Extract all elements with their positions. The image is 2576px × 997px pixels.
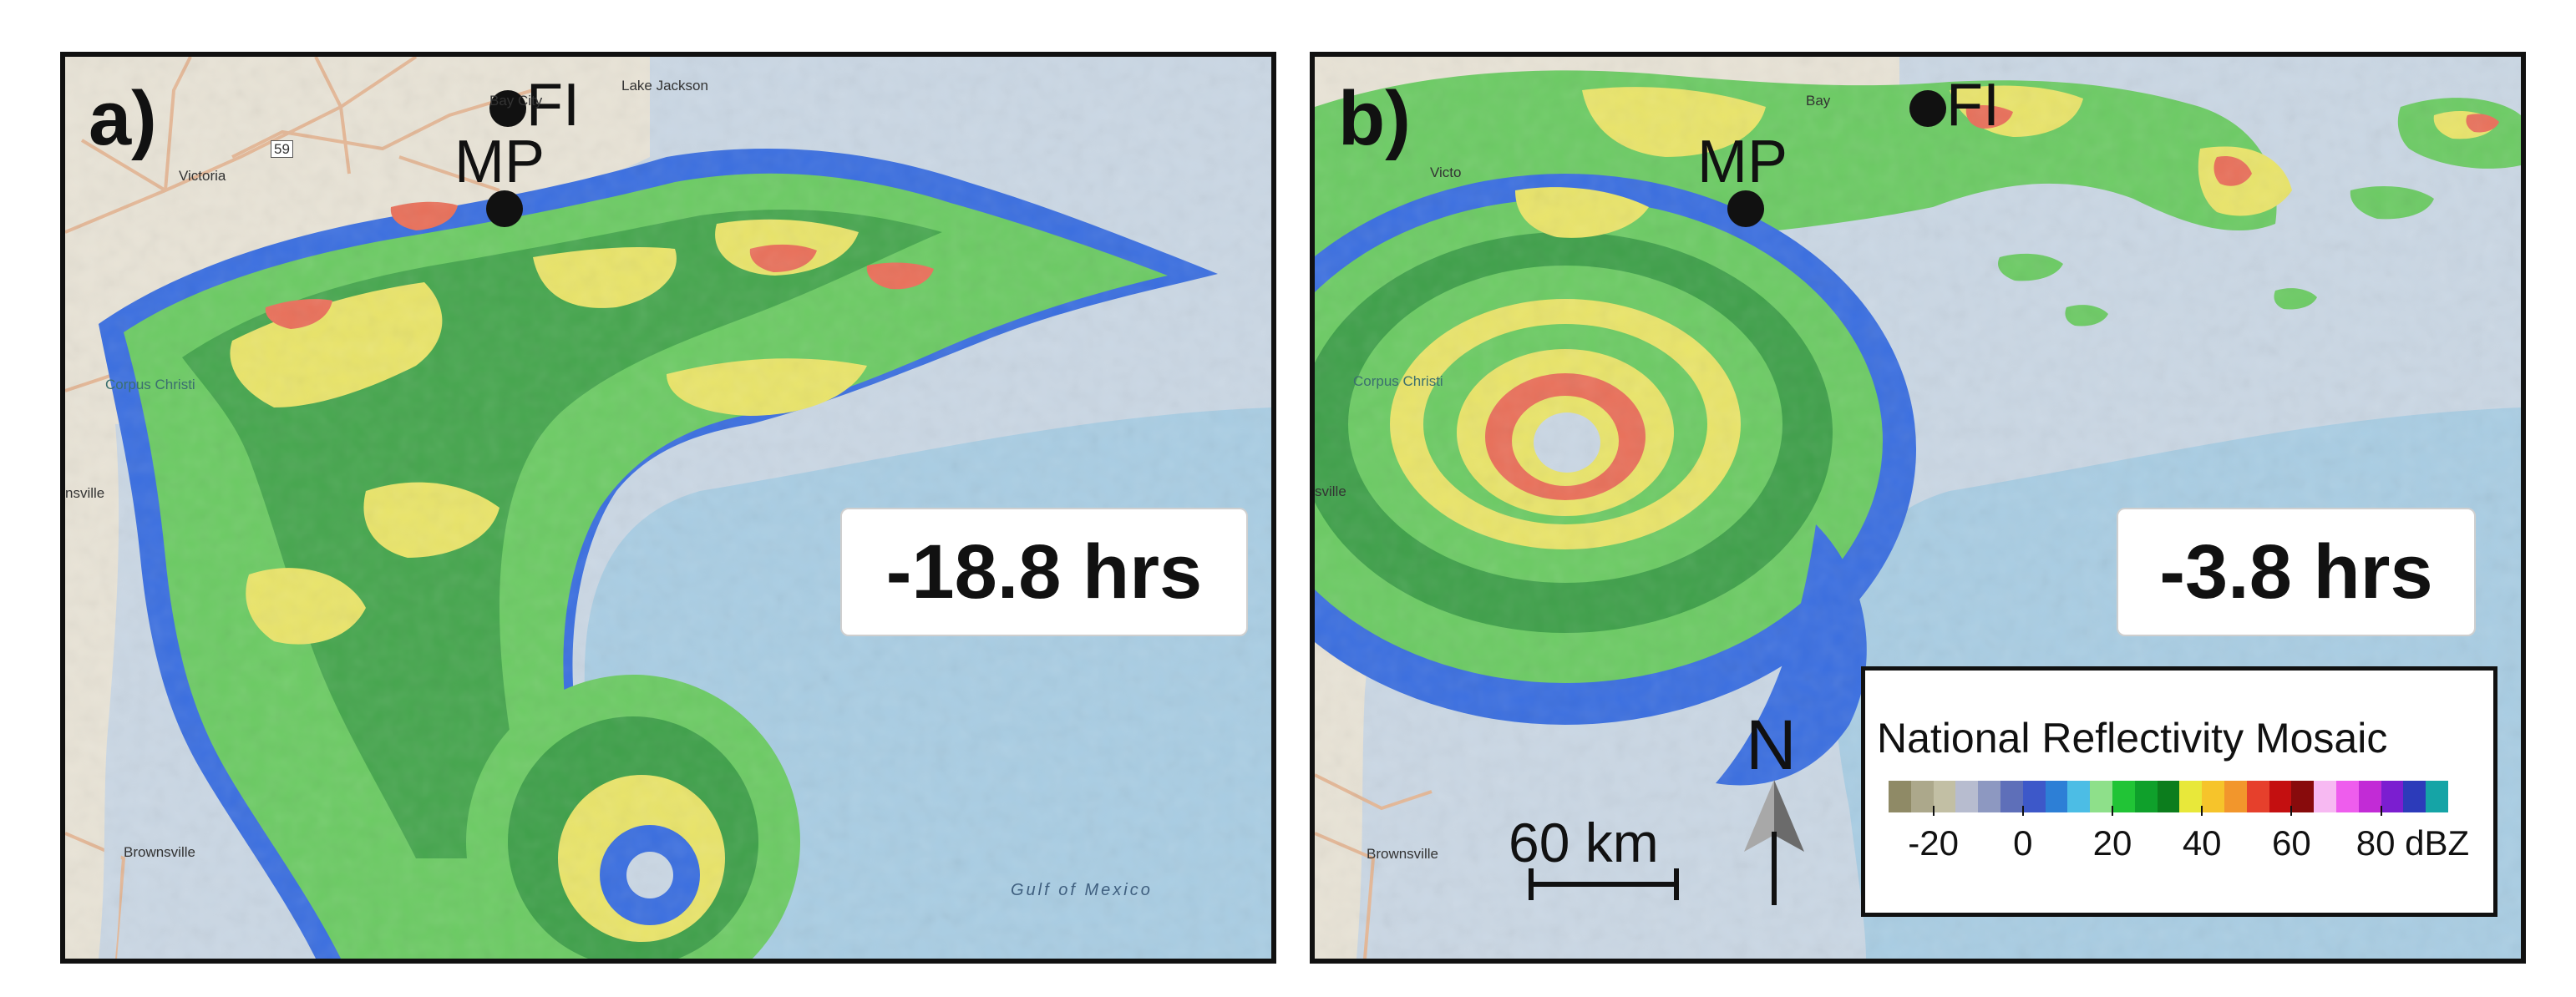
legend-color-swatch [2112, 781, 2135, 812]
water-label: Gulf of Mexico [1011, 881, 1153, 899]
legend-color-swatch [2134, 781, 2158, 812]
panel-label: b) [1338, 76, 1411, 161]
legend-title: National Reflectivity Mosaic [1877, 715, 2388, 762]
town-label: sville [1315, 483, 1346, 499]
site-marker-fi [489, 90, 526, 127]
legend-color-swatch [2335, 781, 2359, 812]
time-offset-label: -3.8 hrs [2159, 529, 2433, 615]
legend-color-swatch [2090, 781, 2112, 812]
legend-color-swatch [2269, 781, 2292, 812]
legend-color-swatch [2358, 781, 2381, 812]
legend-tick-mark [2112, 806, 2113, 816]
site-marker-mp [486, 190, 523, 227]
legend-tick-mark [2201, 806, 2203, 816]
legend-color-swatch [2000, 781, 2023, 812]
scale-bar-cap-left [1529, 868, 1534, 900]
site-marker-mp [1727, 190, 1764, 227]
legend-tick-label: -20 [1908, 823, 1959, 863]
north-label: N [1746, 706, 1797, 784]
town-label: Lake Jackson [621, 78, 708, 94]
radar-map-a [65, 57, 1271, 959]
town-label: Corpus Christi [1353, 373, 1443, 389]
scale-bar-label: 60 km [1509, 812, 1659, 873]
panel-label: a) [89, 76, 157, 161]
legend-color-swatch [2403, 781, 2426, 812]
legend-tick-label: 80 dBZ [2355, 823, 2470, 863]
town-label: Victo [1430, 164, 1462, 180]
legend-color-swatch [2179, 781, 2203, 812]
time-offset-label: -18.8 hrs [885, 529, 1203, 615]
site-label-fi: FI [526, 72, 580, 139]
radar-panel-b: b) FI MP Bay Victo Corpus Christi sville… [1310, 52, 2526, 964]
north-arrow-icon [1744, 780, 1804, 905]
time-offset-box: -3.8 hrs [2117, 508, 2476, 636]
legend-color-swatch [1933, 781, 1956, 812]
legend-color-swatch [2224, 781, 2247, 812]
legend-tick-label: 60 [2272, 823, 2311, 863]
legend-color-swatch [1889, 781, 1911, 812]
town-label: Brownsville [124, 844, 195, 860]
town-label: nsville [65, 485, 105, 501]
legend-color-swatch [2314, 781, 2336, 812]
legend-color-swatch [1978, 781, 2000, 812]
radar-panel-a: a) FI MP Bay City Lake Jackson Victoria … [60, 52, 1276, 964]
scale-bar-cap-right [1674, 868, 1679, 900]
legend-color-swatch [1910, 781, 1934, 812]
site-label-mp: MP [1697, 129, 1787, 195]
town-label: Victoria [179, 168, 226, 184]
legend-tick-label: 20 [2092, 823, 2132, 863]
town-label: Bay [1806, 93, 1831, 109]
legend-color-swatch [2022, 781, 2046, 812]
town-label: Brownsville [1367, 846, 1438, 862]
legend-color-swatch [2067, 781, 2091, 812]
site-label-fi: FI [1946, 72, 2000, 139]
site-label-mp: MP [454, 129, 545, 195]
legend-tick-mark [1932, 806, 1935, 816]
legend-tick-label: 0 [2013, 823, 2033, 863]
highway-shield: 59 [271, 140, 293, 158]
time-offset-box: -18.8 hrs [840, 508, 1248, 636]
legend-tick-mark [2021, 806, 2024, 816]
town-label: Bay City [489, 93, 543, 109]
legend-color-swatch [2157, 781, 2180, 812]
legend-tick-label: 40 [2182, 823, 2222, 863]
legend-color-swatch [2202, 781, 2224, 812]
reflectivity-legend: National Reflectivity Mosaic -20 0 20 40 60 8… [1861, 666, 2497, 917]
legend-tick-mark [2290, 806, 2293, 816]
site-marker-fi [1909, 90, 1946, 127]
legend-color-swatch [2291, 781, 2315, 812]
legend-tick-mark [2380, 806, 2382, 816]
legend-color-bar [1889, 781, 2448, 812]
town-label: Corpus Christi [105, 377, 195, 392]
legend-color-swatch [1955, 781, 1979, 812]
legend-color-swatch [2381, 781, 2404, 812]
legend-color-swatch [2426, 781, 2448, 812]
legend-color-swatch [2045, 781, 2068, 812]
scale-bar [1530, 882, 1677, 887]
legend-color-swatch [2246, 781, 2269, 812]
